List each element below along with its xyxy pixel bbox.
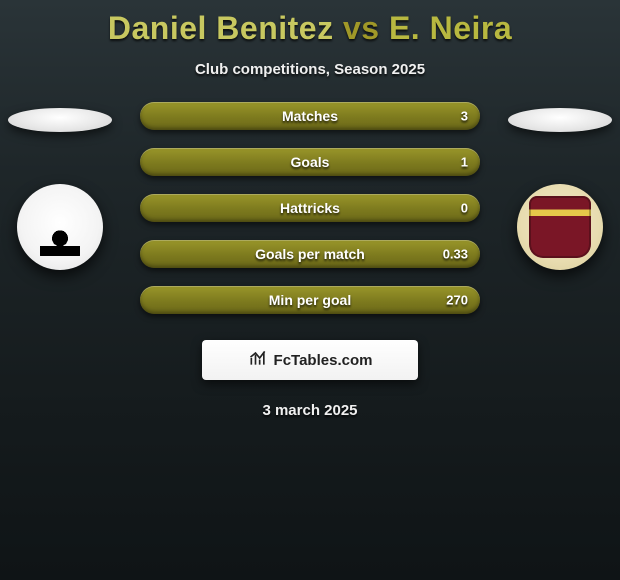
- stat-value-right: 0.33: [443, 247, 468, 262]
- stat-label: Matches: [282, 108, 338, 124]
- comparison-title: Daniel Benitez vs E. Neira: [0, 0, 620, 47]
- stat-value-right: 1: [461, 155, 468, 170]
- comparison-stage: Matches 3 Goals 1 Hattricks 0 Goals per match 0…: [0, 102, 620, 314]
- stat-value-right: 270: [446, 293, 468, 308]
- player1-photo: [8, 108, 112, 132]
- player-right: [508, 102, 612, 270]
- subtitle: Club competitions, Season 2025: [0, 61, 620, 78]
- player2-name: E. Neira: [389, 10, 512, 46]
- stat-bar: Min per goal 270: [140, 286, 480, 314]
- player2-club-badge: [517, 184, 603, 270]
- bar-chart-icon: [248, 348, 268, 372]
- stat-bar: Goals per match 0.33: [140, 240, 480, 268]
- stat-value-right: 3: [461, 109, 468, 124]
- stat-value-right: 0: [461, 201, 468, 216]
- player1-club-badge: [17, 184, 103, 270]
- vs-word: vs: [343, 10, 380, 46]
- player1-name: Daniel Benitez: [108, 10, 334, 46]
- stat-bars: Matches 3 Goals 1 Hattricks 0 Goals per match 0…: [140, 102, 480, 314]
- stat-bar: Matches 3: [140, 102, 480, 130]
- brand-text: FcTables.com: [274, 352, 373, 369]
- footer-date: 3 march 2025: [0, 402, 620, 419]
- stat-label: Goals: [291, 154, 330, 170]
- brand-badge: FcTables.com: [202, 340, 418, 380]
- stat-bar: Goals 1: [140, 148, 480, 176]
- stat-label: Hattricks: [280, 200, 340, 216]
- stat-bar: Hattricks 0: [140, 194, 480, 222]
- player-left: [8, 102, 112, 270]
- stat-label: Min per goal: [269, 292, 351, 308]
- player2-photo: [508, 108, 612, 132]
- stat-label: Goals per match: [255, 246, 365, 262]
